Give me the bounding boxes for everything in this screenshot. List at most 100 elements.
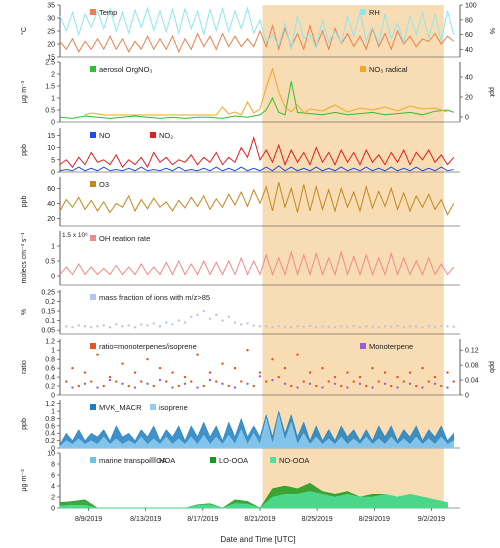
panel-nox: 0 5 10 15 ppb NO NO₂ bbox=[21, 128, 460, 177]
data-point bbox=[415, 325, 418, 328]
data-point bbox=[140, 380, 143, 383]
data-point bbox=[196, 313, 199, 317]
y-tick-label: 20 bbox=[47, 216, 55, 223]
y2-tick-label: 0.12 bbox=[465, 348, 479, 355]
legend-label: ratio=monoterpenes/isoprene bbox=[99, 342, 197, 351]
data-point bbox=[427, 380, 430, 383]
data-point bbox=[308, 371, 312, 374]
legend-label: RH bbox=[369, 8, 380, 17]
y2-tick-label: 0.04 bbox=[465, 378, 479, 385]
legend-marker bbox=[90, 132, 96, 138]
data-point bbox=[146, 324, 149, 327]
y-tick-label: 5 bbox=[51, 157, 55, 164]
y-tick-label: 0.4 bbox=[45, 431, 55, 438]
series-line bbox=[59, 6, 455, 50]
data-point bbox=[202, 309, 205, 313]
data-point bbox=[277, 375, 280, 379]
y-tick-label: 0.5 bbox=[45, 108, 55, 115]
y-tick-label: 30 bbox=[47, 16, 55, 23]
legend-label: OH reation rate bbox=[99, 234, 150, 243]
data-point bbox=[258, 375, 262, 378]
data-point bbox=[340, 384, 343, 388]
data-point bbox=[346, 386, 349, 389]
data-point bbox=[146, 382, 149, 385]
legend-label: NO-OOA bbox=[279, 456, 309, 465]
data-point bbox=[221, 382, 224, 385]
panel-mz85: 0.05 0.1 0.15 0.2 0.25% mass fraction of ions… bbox=[21, 289, 460, 335]
y2-tick-label: 40 bbox=[465, 75, 473, 82]
data-point bbox=[196, 353, 199, 356]
data-point bbox=[452, 380, 455, 383]
data-point bbox=[433, 325, 437, 328]
data-point bbox=[183, 375, 187, 379]
data-point bbox=[233, 386, 237, 389]
data-point bbox=[396, 386, 399, 389]
data-point bbox=[71, 386, 74, 389]
data-point bbox=[315, 325, 318, 329]
data-point bbox=[158, 378, 162, 382]
x-tick-label: 8/21/2019 bbox=[244, 516, 275, 523]
data-point bbox=[302, 325, 305, 328]
data-point bbox=[321, 325, 324, 328]
y2-tick-label: 0.08 bbox=[465, 363, 479, 370]
data-point bbox=[158, 366, 162, 370]
data-point bbox=[446, 325, 449, 328]
series-line bbox=[59, 81, 454, 119]
data-point bbox=[96, 386, 99, 389]
y-tick-label: 8 bbox=[51, 462, 55, 469]
data-point bbox=[346, 325, 349, 328]
data-point bbox=[208, 378, 212, 382]
legend-marker bbox=[150, 132, 156, 138]
y-tick-label: 1 bbox=[51, 348, 55, 355]
y-tick-label: 0.05 bbox=[41, 328, 55, 335]
data-point bbox=[83, 382, 87, 385]
data-point bbox=[271, 378, 274, 382]
y-tick-label: 0.15 bbox=[41, 309, 55, 316]
data-point bbox=[371, 366, 374, 370]
y2-tick-label: 100 bbox=[465, 3, 477, 10]
legend-label: Monoterpene bbox=[369, 342, 413, 351]
y-tick-label: 20 bbox=[47, 42, 55, 49]
data-point bbox=[152, 322, 155, 325]
data-point bbox=[183, 382, 187, 385]
y-tick-label: 0 bbox=[51, 170, 55, 177]
legend-label: NO₃ radical bbox=[369, 65, 408, 74]
data-point bbox=[108, 375, 112, 379]
data-point bbox=[65, 325, 68, 328]
data-point bbox=[290, 326, 293, 329]
data-point bbox=[396, 324, 399, 328]
panel-temp-rh: 15 20 25 30 35 °C 40 60 80 100% Temp RH bbox=[20, 3, 495, 62]
data-point bbox=[71, 326, 74, 329]
data-point bbox=[121, 382, 124, 385]
data-point bbox=[308, 382, 312, 385]
data-point bbox=[227, 315, 230, 318]
series-line bbox=[59, 136, 455, 169]
legend-marker bbox=[360, 9, 366, 15]
data-point bbox=[390, 384, 393, 388]
data-point bbox=[402, 325, 405, 329]
y-tick-label: 0.2 bbox=[45, 438, 55, 445]
data-point bbox=[277, 325, 280, 328]
legend-marker bbox=[90, 9, 96, 15]
y-axis-label: µg·m⁻³ bbox=[21, 469, 28, 492]
data-point bbox=[108, 326, 112, 329]
y-tick-label: 1.2 bbox=[45, 401, 55, 408]
data-point bbox=[371, 386, 374, 389]
data-point bbox=[227, 384, 230, 388]
data-point bbox=[71, 366, 74, 370]
y-tick-label: 0 bbox=[51, 393, 55, 400]
y-tick-label: 2.5 bbox=[45, 60, 55, 67]
data-point bbox=[165, 380, 168, 383]
data-point bbox=[346, 371, 349, 374]
data-point bbox=[265, 325, 268, 328]
x-axis-label: Date and Time [UTC] bbox=[220, 535, 295, 544]
panel-oh: 0 0.5 1 molecs cm⁻³ s⁻¹ 1.5 x 10⁶ OH reation … bbox=[21, 231, 460, 286]
legend-marker bbox=[90, 235, 96, 241]
data-point bbox=[115, 380, 118, 383]
data-point bbox=[133, 326, 137, 329]
legend-label: NO₂ bbox=[159, 131, 173, 140]
data-point bbox=[271, 357, 274, 361]
y-tick-label: 10 bbox=[47, 145, 55, 152]
y-tick-label: 0.1 bbox=[45, 318, 55, 325]
legend-label: aerosol OrgNO₃ bbox=[99, 65, 153, 74]
